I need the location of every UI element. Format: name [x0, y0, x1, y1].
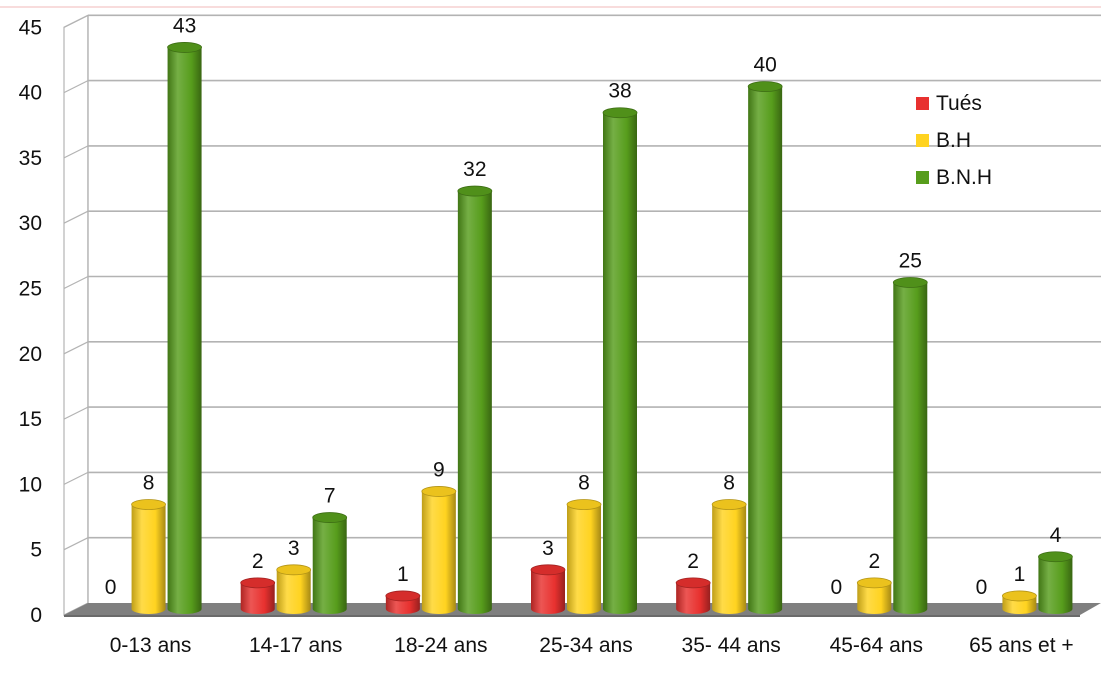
bar-top [276, 564, 312, 576]
side-gridline [63, 80, 89, 94]
legend-swatch [916, 134, 929, 147]
y-tick-label: 40 [19, 82, 42, 105]
y-axis: 0 5 10 15 20 25 30 35 40 45 [19, 16, 42, 627]
y-tick-label: 25 [19, 278, 42, 301]
data-label: 4 [1050, 524, 1062, 547]
bar [131, 504, 166, 614]
x-tick-label: 18-24 ans [394, 634, 487, 657]
bar [421, 491, 456, 614]
data-label: 38 [608, 80, 631, 103]
bar [457, 191, 492, 614]
data-label: 8 [578, 472, 590, 495]
bar [167, 47, 202, 615]
bar [676, 582, 711, 614]
x-tick-label: 65 ans et + [969, 634, 1074, 657]
side-gridline [63, 145, 89, 159]
legend-swatch [916, 171, 929, 184]
data-label: 0 [105, 576, 117, 599]
bar-top [312, 512, 348, 523]
side-gridline [63, 341, 89, 355]
data-label: 43 [173, 14, 196, 37]
gridlines [63, 14, 1101, 603]
data-label: 3 [542, 537, 554, 560]
bar-top [131, 499, 166, 510]
bar [240, 582, 275, 614]
data-label: 0 [830, 576, 842, 599]
data-label: 7 [324, 485, 336, 508]
bar-top [385, 590, 421, 602]
side-wall [63, 14, 89, 616]
bar-top [856, 577, 892, 589]
bar [1038, 556, 1073, 614]
y-tick-label: 15 [19, 408, 42, 431]
y-tick-label: 10 [19, 473, 42, 496]
floor-edge [64, 615, 1080, 617]
side-gridline [63, 275, 89, 290]
legend-label: B.H [936, 129, 971, 152]
legend-label: B.N.H [936, 166, 992, 189]
data-label: 25 [899, 250, 922, 273]
data-label: 1 [1014, 563, 1026, 586]
data-label: 0 [976, 576, 988, 599]
data-label: 2 [868, 550, 880, 573]
x-tick-label: 45-64 ans [830, 634, 923, 657]
data-label: 40 [753, 54, 776, 77]
legend: Tués B.H B.N.H [916, 92, 992, 189]
x-tick-label: 35- 44 ans [682, 634, 781, 657]
y-tick-label: 45 [19, 16, 42, 39]
legend-swatch [916, 97, 929, 110]
data-label: 9 [433, 458, 445, 481]
bar-top [240, 577, 276, 589]
data-label: 2 [687, 550, 699, 573]
bars [131, 42, 1073, 615]
bar [748, 86, 783, 615]
x-tick-label: 25-34 ans [539, 634, 632, 657]
bar [531, 569, 565, 614]
bar-top [892, 277, 928, 288]
bar-top [675, 577, 711, 589]
bar-top [421, 486, 457, 497]
bar [312, 517, 347, 614]
bar-top [747, 81, 783, 92]
bar-top [457, 185, 493, 197]
side-gridline [63, 14, 89, 28]
data-label: 32 [463, 158, 486, 181]
bar-top [530, 564, 566, 576]
data-label: 3 [288, 537, 300, 560]
bar-top [566, 499, 602, 510]
y-tick-label: 20 [19, 343, 42, 366]
legend-label: Tués [936, 92, 982, 115]
y-tick-label: 5 [30, 539, 42, 562]
y-tick-label: 0 [30, 604, 42, 627]
side-gridline [63, 210, 89, 224]
x-tick-label: 14-17 ans [249, 634, 342, 657]
bar [712, 504, 747, 614]
bar-top [602, 107, 638, 119]
side-gridline [63, 406, 89, 420]
bar-top [1002, 590, 1037, 602]
bar [603, 112, 637, 614]
bar [893, 282, 928, 614]
bar [567, 504, 601, 614]
data-label: 2 [252, 550, 264, 573]
bar-top [167, 42, 202, 53]
side-gridline [63, 471, 89, 485]
bar [857, 582, 892, 614]
x-axis: 0-13 ans 14-17 ans 18-24 ans 25-34 ans 35- 4… [110, 634, 1074, 657]
data-label: 8 [143, 472, 155, 495]
x-tick-label: 0-13 ans [110, 634, 192, 657]
bar [276, 569, 311, 614]
side-gridline [63, 537, 89, 551]
data-label: 1 [397, 563, 409, 586]
y-tick-label: 35 [19, 147, 42, 170]
bar-top [1038, 551, 1073, 563]
data-label: 8 [723, 472, 735, 495]
y-tick-label: 30 [19, 212, 42, 235]
bar-top [711, 499, 747, 510]
